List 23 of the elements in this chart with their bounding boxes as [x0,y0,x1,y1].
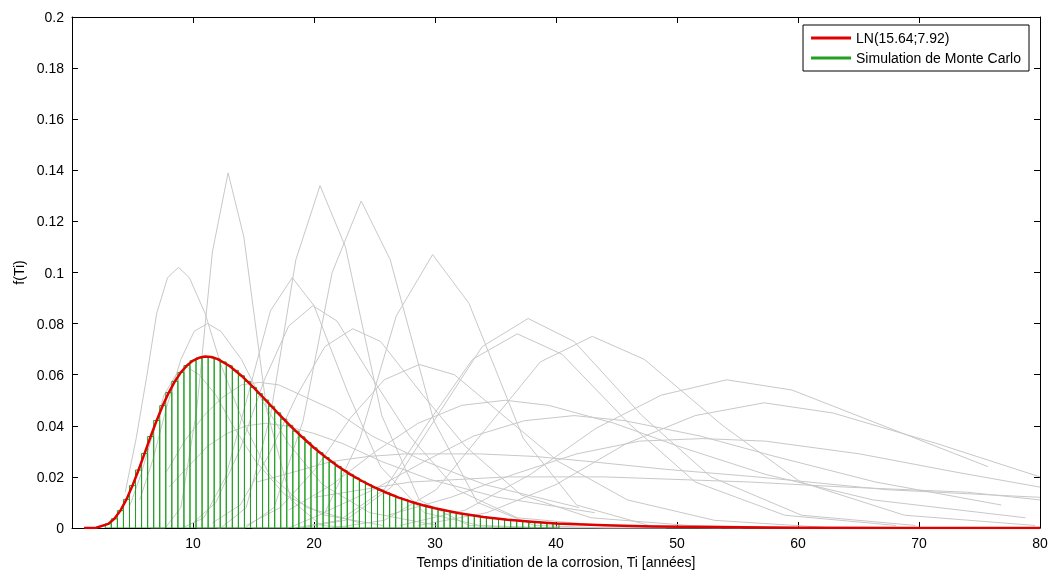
x-tick-label: 30 [427,535,443,551]
x-tick-label: 60 [790,535,806,551]
y-tick-label: 0.14 [36,162,65,179]
legend-label: Simulation de Monte Carlo [856,50,1022,66]
x-axis-title: Temps d'initiation de la corrosion, Ti [années] [416,553,696,570]
x-tick-label: 40 [548,535,564,551]
y-tick-label: 0.12 [36,213,65,230]
x-tick-label: 50 [669,535,685,551]
y-axis-title: f(Ti) [10,260,27,285]
y-tick-label: 0.02 [36,468,65,485]
y-tick-label: 0.18 [36,60,65,77]
y-tick-label: 0.06 [36,366,65,383]
y-tick-label: 0.16 [36,111,65,128]
x-tick-label: 70 [911,535,927,551]
y-tick-label: 0.08 [36,315,65,332]
x-tick-label: 80 [1032,535,1048,551]
x-tick-label: 10 [185,535,201,551]
y-tick-label: 0 [56,520,65,536]
legend-label: LN(15.64;7.92) [856,30,950,46]
y-tick-label: 0.04 [36,417,65,434]
y-tick-label: 0.2 [44,9,65,25]
x-tick-label: 20 [306,535,322,551]
y-tick-label: 0.1 [44,264,65,281]
